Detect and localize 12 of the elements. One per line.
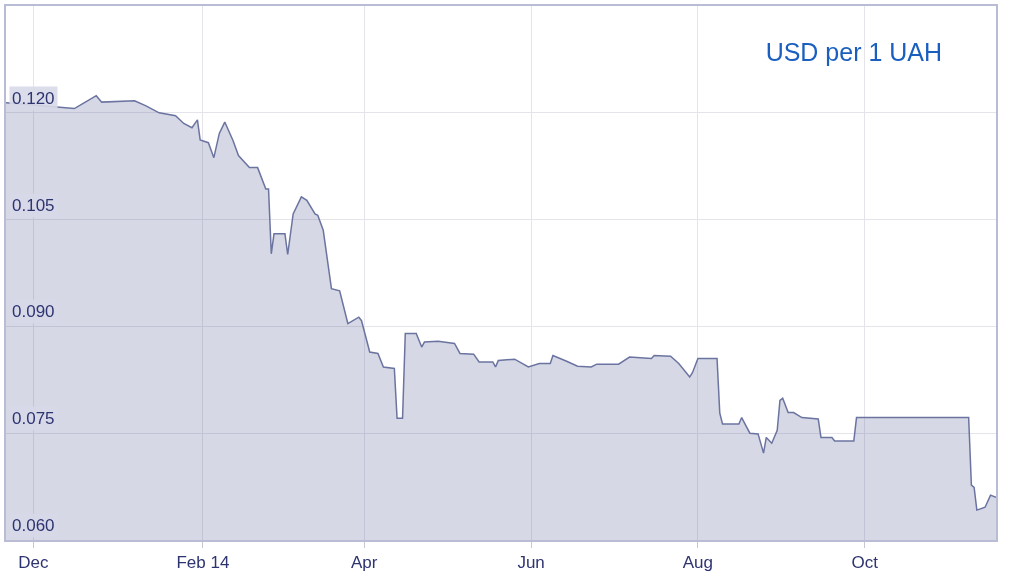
x-tick-label: Apr — [351, 553, 378, 573]
x-tick-label: Feb 14 — [176, 553, 230, 573]
y-tick-label: 0.105 — [12, 196, 55, 215]
x-tick-label: Jun — [517, 553, 545, 573]
text: USD per 1 UAH — [765, 38, 943, 67]
x-tick-label: Dec — [18, 553, 49, 573]
y-tick-label: 0.090 — [12, 302, 55, 321]
y-tick-label: 0.060 — [12, 516, 55, 535]
x-tick-label: Oct — [851, 553, 879, 573]
x-tick-label: Aug — [682, 553, 714, 573]
y-tick-label: 0.120 — [12, 89, 55, 108]
y-tick-label: 0.075 — [12, 409, 55, 428]
